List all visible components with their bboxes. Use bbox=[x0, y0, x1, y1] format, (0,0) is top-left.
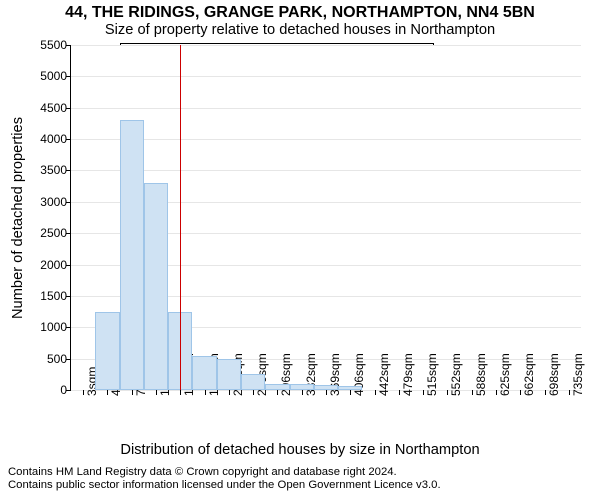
y-axis-label: Number of detached properties bbox=[10, 117, 26, 319]
x-tick bbox=[83, 390, 84, 395]
gridline-horizontal bbox=[71, 139, 581, 140]
histogram-bar bbox=[120, 120, 144, 390]
y-tick-label: 2000 bbox=[40, 258, 71, 272]
histogram-bar bbox=[338, 386, 362, 390]
histogram-bar bbox=[265, 384, 289, 390]
x-tick-label: 625sqm bbox=[498, 353, 512, 396]
x-tick-label: 442sqm bbox=[377, 353, 391, 396]
x-tick-label: 662sqm bbox=[522, 353, 536, 396]
x-tick bbox=[132, 390, 133, 395]
x-tick bbox=[375, 390, 376, 395]
x-tick bbox=[253, 390, 254, 395]
histogram-bar bbox=[95, 312, 119, 390]
y-tick-label: 3500 bbox=[40, 163, 71, 177]
histogram-bar bbox=[241, 374, 265, 390]
gridline-horizontal bbox=[71, 170, 581, 171]
gridline-horizontal bbox=[71, 45, 581, 46]
y-tick-label: 2500 bbox=[40, 226, 71, 240]
footnote-line: Contains HM Land Registry data © Crown c… bbox=[8, 466, 441, 479]
chart-subtitle: Size of property relative to detached ho… bbox=[0, 22, 600, 38]
chart-plot-area: 0500100015002000250030003500400045005000… bbox=[70, 45, 581, 391]
x-tick-label: 698sqm bbox=[547, 353, 561, 396]
x-tick bbox=[229, 390, 230, 395]
x-tick bbox=[496, 390, 497, 395]
gridline-horizontal bbox=[71, 108, 581, 109]
x-tick bbox=[205, 390, 206, 395]
y-tick-label: 4500 bbox=[40, 101, 71, 115]
x-tick bbox=[423, 390, 424, 395]
x-tick bbox=[545, 390, 546, 395]
y-tick-label: 5000 bbox=[40, 69, 71, 83]
reference-line bbox=[180, 45, 181, 390]
histogram-bar bbox=[290, 384, 314, 390]
chart-title: 44, THE RIDINGS, GRANGE PARK, NORTHAMPTO… bbox=[0, 4, 600, 22]
x-tick-label: 479sqm bbox=[401, 353, 415, 396]
x-tick bbox=[569, 390, 570, 395]
x-tick-label: 552sqm bbox=[449, 353, 463, 396]
x-tick bbox=[472, 390, 473, 395]
gridline-horizontal bbox=[71, 76, 581, 77]
histogram-bar bbox=[217, 359, 241, 390]
x-tick bbox=[302, 390, 303, 395]
y-tick-label: 500 bbox=[47, 352, 71, 366]
x-axis-label: Distribution of detached houses by size … bbox=[0, 442, 600, 458]
y-tick-label: 4000 bbox=[40, 132, 71, 146]
histogram-bar bbox=[144, 183, 168, 390]
y-tick-label: 0 bbox=[60, 383, 71, 397]
x-tick-label: 735sqm bbox=[571, 353, 585, 396]
x-tick bbox=[156, 390, 157, 395]
y-tick-label: 1000 bbox=[40, 320, 71, 334]
footnote-line: Contains public sector information licen… bbox=[8, 479, 441, 492]
y-tick-label: 3000 bbox=[40, 195, 71, 209]
histogram-bar bbox=[192, 356, 216, 391]
y-tick-label: 1500 bbox=[40, 289, 71, 303]
histogram-bar bbox=[314, 385, 338, 390]
y-tick-label: 5500 bbox=[40, 38, 71, 52]
x-tick-label: 588sqm bbox=[474, 353, 488, 396]
x-tick bbox=[399, 390, 400, 395]
x-tick-label: 515sqm bbox=[425, 353, 439, 396]
chart-footnotes: Contains HM Land Registry data © Crown c… bbox=[8, 466, 441, 492]
x-tick bbox=[326, 390, 327, 395]
